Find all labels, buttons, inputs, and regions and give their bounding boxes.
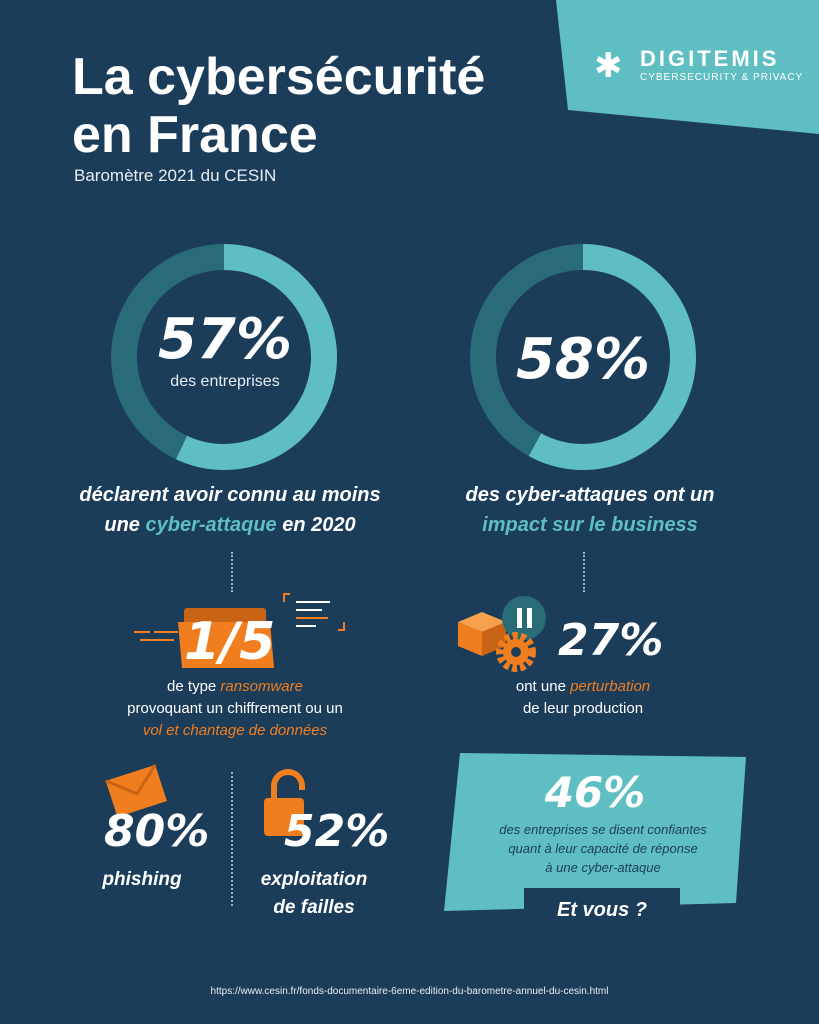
confidence-line-1: des entreprises se disent confiantes xyxy=(499,822,707,837)
page-subtitle: Baromètre 2021 du CESIN xyxy=(74,166,277,185)
confidence-line-3: à une cyber-attaque xyxy=(545,860,661,875)
ransomware-value: 1/5 xyxy=(184,612,276,672)
brand-tagline: CYBERSECURITY & PRIVACY xyxy=(640,72,804,83)
failles-value: 52% xyxy=(284,806,390,857)
donut-2-value: 58% xyxy=(515,327,651,392)
brand-name: DIGITEMIS xyxy=(640,46,780,71)
production-icons xyxy=(458,596,546,672)
speed-lines-icon xyxy=(134,631,178,641)
title-line-2: en France xyxy=(72,106,318,164)
confidence-panel xyxy=(444,753,746,911)
donut-slice-value xyxy=(528,244,696,470)
donut-charts xyxy=(111,244,696,470)
donut-1-sublabel: des entreprises xyxy=(170,373,280,390)
donut-chart-57 xyxy=(111,244,337,470)
donut-1-caption: déclarent avoir connu au moins une cyber… xyxy=(40,480,420,540)
ransomware-line-2: provoquant un chiffrement ou un xyxy=(127,700,343,717)
caption-text: en 2020 xyxy=(276,514,356,536)
perturbation-value: 27% xyxy=(558,615,664,666)
text: ont une xyxy=(515,678,571,695)
divider xyxy=(583,552,585,592)
gear-icon xyxy=(496,632,536,672)
donut-slice-value xyxy=(175,244,337,470)
text: de type xyxy=(167,678,221,695)
failles-label-line-1: exploitation xyxy=(260,869,368,890)
confidence-description: des entreprises se disent confiantes qua… xyxy=(458,820,748,877)
source-link[interactable]: https://www.cesin.fr/fonds-documentaire-… xyxy=(210,986,609,997)
donut-1-caption-line-2: une cyber-attaque en 2020 xyxy=(40,510,420,540)
brand-logo-icon: ✱ xyxy=(594,47,623,85)
perturbation-line-1: ont une perturbation xyxy=(448,676,718,698)
donut-slice-remainder xyxy=(111,244,225,460)
document-lines-icon xyxy=(283,593,345,631)
ransomware-line-3: vol et chantage de données xyxy=(142,722,328,739)
page-title: La cybersécurité en France xyxy=(72,48,485,164)
donut-1-value: 57% xyxy=(157,307,293,372)
ransomware-icons xyxy=(134,593,345,668)
ransomware-line-1: de type ransomware xyxy=(90,676,380,698)
donut-2-caption-highlight: impact sur le business xyxy=(482,514,698,536)
ransomware-description: de type ransomware provoquant un chiffre… xyxy=(90,676,380,742)
padlock-icon xyxy=(264,769,305,836)
pause-icon xyxy=(502,596,546,640)
brand-banner xyxy=(556,0,819,134)
donut-1-caption-line-1: déclarent avoir connu au moins xyxy=(79,484,381,506)
caption-text: une xyxy=(104,514,146,536)
cta-et-vous: Et vous ? xyxy=(524,888,680,932)
highlight: ransomware xyxy=(220,678,303,695)
failles-label: exploitation de failles xyxy=(244,866,384,922)
perturbation-line-2: de leur production xyxy=(522,700,644,717)
folder-icon xyxy=(178,608,274,668)
failles-label-line-2: de failles xyxy=(273,897,355,918)
title-line-1: La cybersécurité xyxy=(72,48,486,106)
highlight: perturbation xyxy=(570,678,651,695)
phishing-label: phishing xyxy=(102,869,182,890)
caption-highlight: cyber-attaque xyxy=(145,514,277,536)
donut-slice-remainder xyxy=(470,244,584,457)
donut-2-caption-line-1: des cyber-attaques ont un xyxy=(465,484,715,506)
package-icon xyxy=(458,612,506,656)
divider xyxy=(231,772,233,906)
divider xyxy=(231,552,233,592)
confidence-value: 46% xyxy=(544,768,646,817)
perturbation-description: ont une perturbation de leur production xyxy=(448,676,718,720)
donut-2-caption: des cyber-attaques ont un impact sur le … xyxy=(400,480,780,540)
envelope-icon xyxy=(105,764,167,818)
confidence-line-2: quant à leur capacité de réponse xyxy=(508,841,698,856)
phishing-value: 80% xyxy=(104,806,210,857)
donut-chart-58 xyxy=(470,244,696,470)
